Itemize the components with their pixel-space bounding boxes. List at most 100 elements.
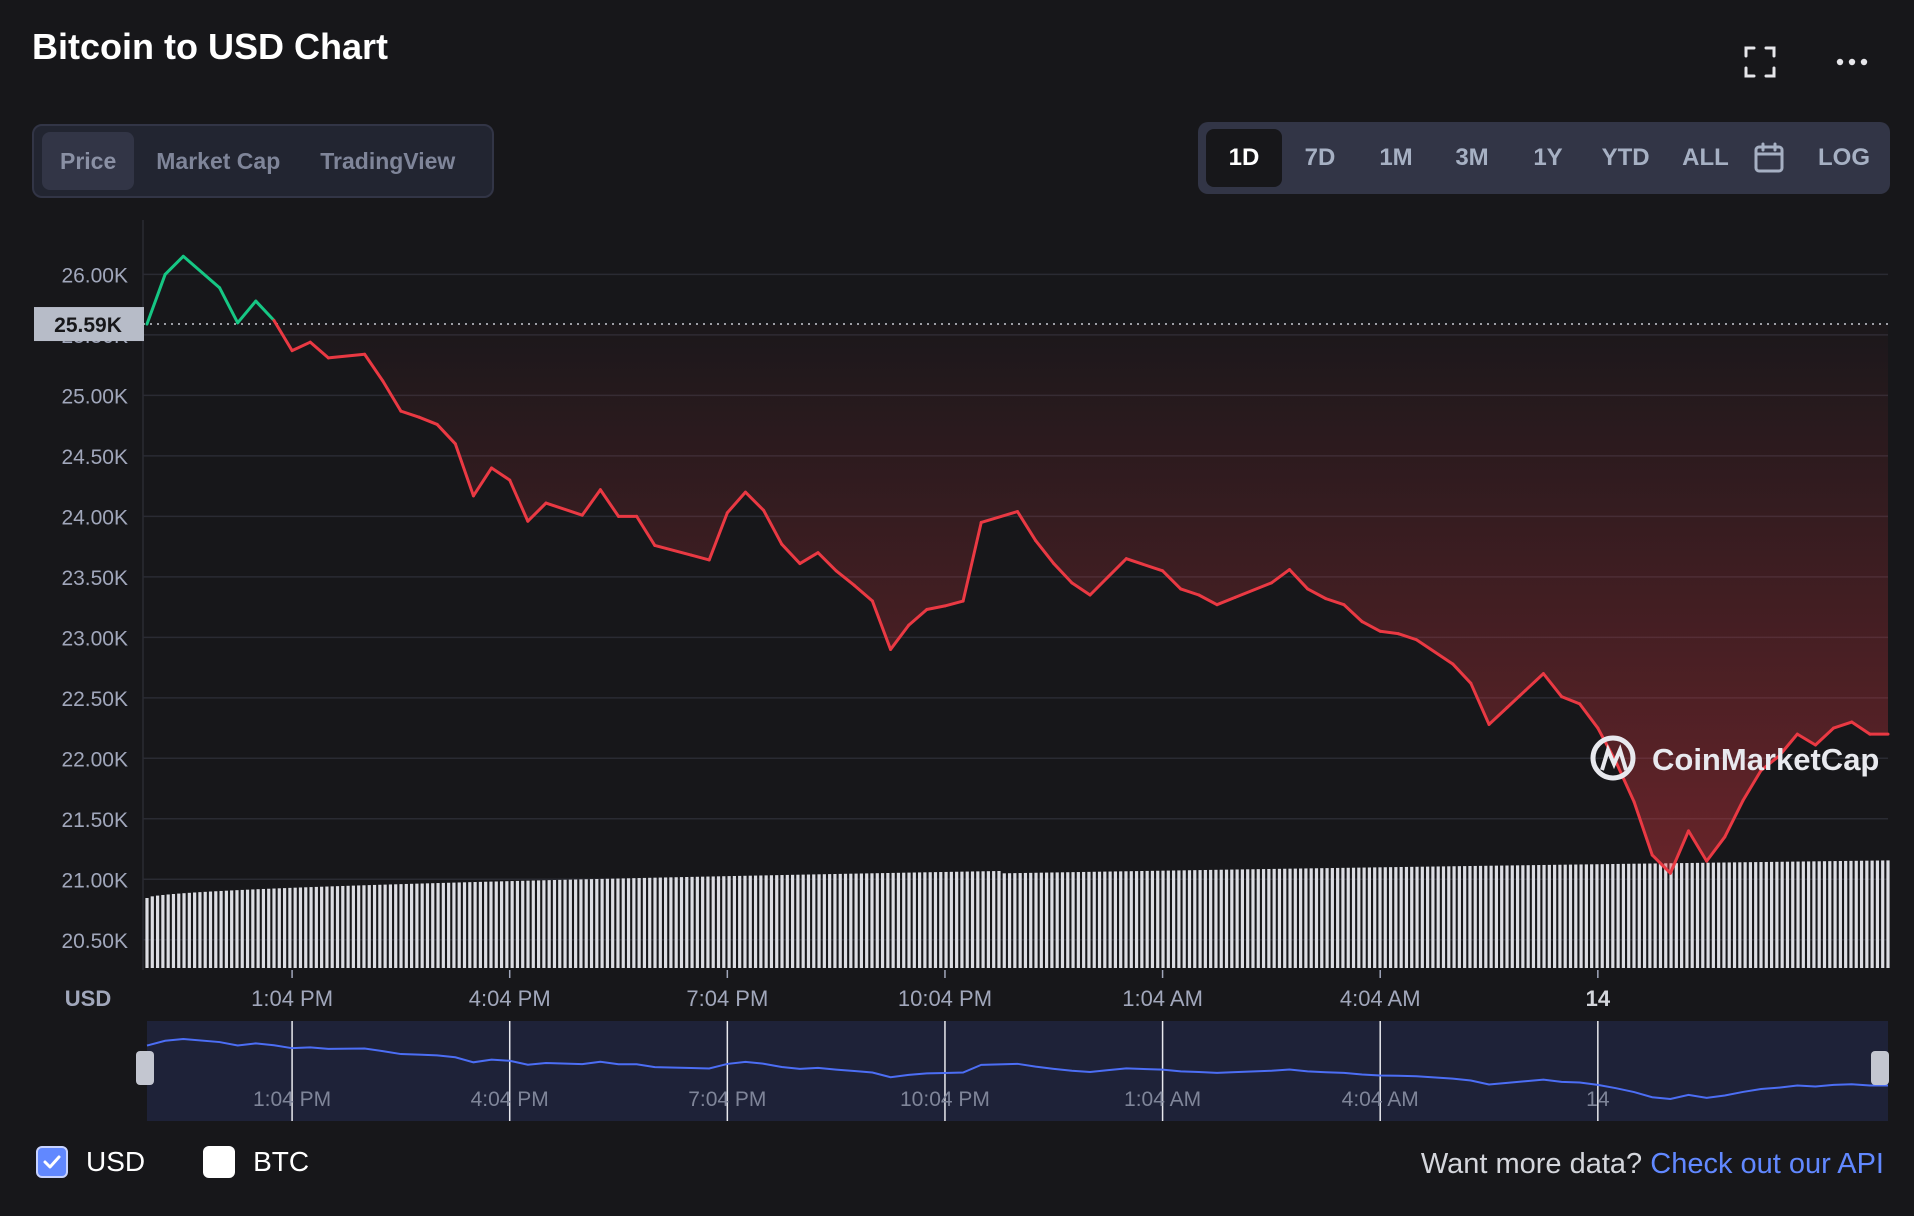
range-1y[interactable]: 1Y <box>1533 144 1563 171</box>
more-options-icon[interactable] <box>1830 40 1874 84</box>
volume-bar <box>1108 871 1112 968</box>
tab-tradingview[interactable]: TradingView <box>320 147 456 174</box>
volume-bar <box>1277 868 1282 968</box>
price-line-down-segment <box>943 599 965 608</box>
volume-bar <box>1664 863 1668 968</box>
volume-bar <box>812 874 816 968</box>
x-tick-label: 10:04 PM <box>898 986 992 1011</box>
volume-bar <box>1648 863 1652 968</box>
price-line-up-segment <box>218 286 240 325</box>
currency-legend: USD BTC <box>36 1146 349 1178</box>
range-7d[interactable]: 7D <box>1304 144 1336 171</box>
volume-bar <box>1045 872 1049 968</box>
volume-bar <box>224 890 228 968</box>
volume-bar <box>415 883 419 968</box>
volume-bar <box>1373 867 1377 968</box>
volume-bar <box>409 883 414 968</box>
volume-bar <box>1383 867 1387 968</box>
volume-bar <box>1717 862 1721 968</box>
log-scale-toggle[interactable]: LOG <box>1817 144 1870 171</box>
volume-bar <box>1674 863 1678 968</box>
y-tick-label: 26.00K <box>61 264 128 287</box>
volume-bar <box>1706 862 1710 968</box>
tab-market-cap[interactable]: Market Cap <box>156 147 281 174</box>
volume-bar <box>1701 862 1705 968</box>
volume-bar <box>632 878 636 968</box>
price-line-down-segment <box>1052 562 1074 585</box>
volume-bar <box>171 894 176 968</box>
volume-bar <box>579 879 583 968</box>
volume-bar <box>902 872 906 968</box>
range-3m[interactable]: 3M <box>1455 144 1489 171</box>
volume-bar <box>986 871 990 968</box>
price-line-down-segment <box>762 508 784 546</box>
volume-bar <box>669 877 673 968</box>
tab-price[interactable]: Price <box>42 132 135 190</box>
range-ytd[interactable]: YTD <box>1601 144 1650 171</box>
volume-bar <box>1764 861 1768 968</box>
coinmarketcap-logo-mark <box>1600 744 1628 771</box>
volume-bar <box>1859 860 1864 968</box>
volume-bar <box>1637 863 1641 968</box>
volume-bar <box>1642 863 1647 968</box>
volume-bar <box>912 872 916 968</box>
volume-bar <box>701 876 705 968</box>
volume-bar <box>1521 865 1525 968</box>
volume-bar <box>1431 866 1435 968</box>
navigator-tick-label: 7:04 PM <box>688 1088 766 1111</box>
volume-bar <box>695 876 699 968</box>
volume-bar <box>547 880 551 968</box>
price-line-down-segment <box>326 352 367 360</box>
usd-checkbox[interactable] <box>36 1146 68 1178</box>
volume-bar <box>1240 869 1245 968</box>
volume-bar <box>1865 860 1869 968</box>
api-link[interactable]: Check out our API <box>1650 1148 1884 1180</box>
btc-checkbox[interactable] <box>203 1146 236 1178</box>
volume-bar <box>637 878 641 968</box>
volume-bar <box>1807 861 1811 968</box>
y-tick-label: 20.50K <box>61 930 128 953</box>
volume-bar <box>875 873 879 968</box>
navigator-tick-label: 4:04 AM <box>1342 1088 1419 1111</box>
price-line-down-segment <box>1469 681 1491 726</box>
price-line-down-segment <box>725 490 747 515</box>
range-1d[interactable]: 1D <box>1206 129 1282 187</box>
volume-bar <box>399 884 403 968</box>
volume-bar <box>404 883 408 968</box>
api-text: Want more data? <box>1420 1148 1643 1180</box>
volume-bar <box>357 885 361 968</box>
price-line-down-segment <box>707 511 729 562</box>
price-line-down-segment <box>453 442 475 498</box>
price-chart[interactable]: 26.00K25.50K25.00K24.50K24.00K23.50K23.0… <box>0 0 1914 1130</box>
volume-bar <box>1595 864 1599 968</box>
volume-bar <box>1066 872 1070 968</box>
volume-bar <box>1515 865 1520 968</box>
volume-bar <box>309 887 313 968</box>
volume-bar <box>240 889 244 968</box>
volume-bar <box>764 875 768 968</box>
volume-bar <box>1267 868 1271 968</box>
volume-bar <box>1182 870 1186 968</box>
volume-bar <box>505 881 509 968</box>
y-tick-label: 21.00K <box>61 869 128 892</box>
price-line-down-segment <box>1414 638 1455 666</box>
volume-bar <box>1494 865 1499 968</box>
volume-bar <box>272 888 276 968</box>
price-line-down-segment <box>1233 581 1273 599</box>
price-line-down-segment <box>526 501 548 523</box>
volume-bar <box>1124 871 1128 968</box>
volume-bar <box>198 892 202 968</box>
volume-bar <box>325 886 329 968</box>
volume-bar <box>743 875 747 968</box>
price-line-up-segment <box>181 254 222 290</box>
calendar-icon[interactable] <box>1746 129 1792 187</box>
price-line-down-segment <box>1451 662 1473 685</box>
volume-bar <box>1526 865 1530 968</box>
x-tick-label: 14 <box>1586 986 1611 1011</box>
volume-bar <box>1632 863 1636 968</box>
fullscreen-icon[interactable] <box>1738 40 1782 84</box>
volume-bar <box>674 877 678 968</box>
volume-bar <box>1013 873 1017 968</box>
range-all[interactable]: ALL <box>1682 144 1729 171</box>
range-1m[interactable]: 1M <box>1379 144 1413 171</box>
